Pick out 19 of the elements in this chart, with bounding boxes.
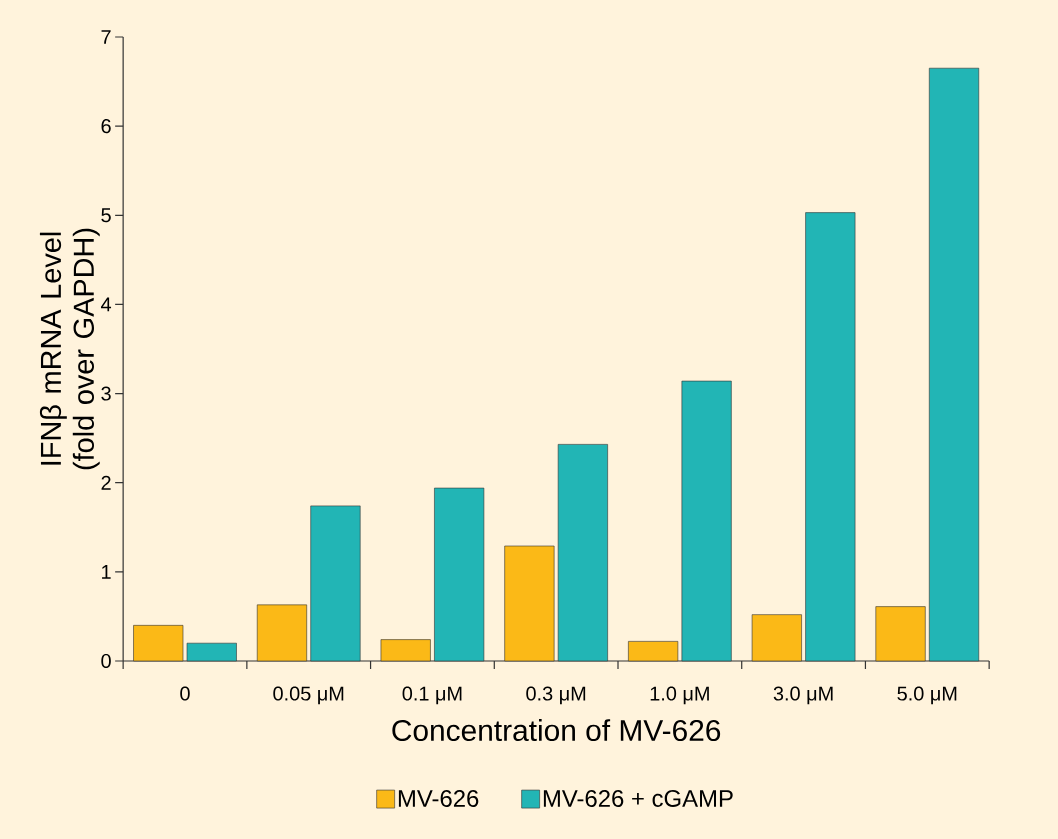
y-tick-label: 2: [101, 475, 111, 490]
legend-label: MV-626 + cGAMP: [543, 789, 733, 807]
y-tick-label: 6: [101, 119, 111, 134]
y-tick-label: 5: [101, 208, 111, 223]
x-tick-label: 0: [180, 686, 190, 701]
y-axis-title: IFNβ mRNA Level (fold over GAPDH): [39, 228, 100, 470]
y-tick-label: 1: [102, 565, 111, 579]
y-tick-label: 7: [101, 30, 111, 44]
x-tick-label: 1.0 μM: [650, 686, 709, 705]
x-tick-label: 0.05 μM: [273, 686, 344, 705]
x-tick-label: 3.0 μM: [773, 686, 833, 705]
legend-label: MV-626: [398, 789, 479, 807]
x-tick-label: 0.3 μM: [526, 686, 586, 705]
x-tick-label: 5.0 μM: [897, 686, 957, 705]
y-tick-label: 3: [101, 386, 111, 401]
y-tick-label: 0: [101, 653, 111, 669]
y-tick-label: 4: [100, 297, 112, 312]
x-tick-label: 0.1 μM: [402, 686, 462, 705]
x-axis-title: Concentration of MV-626: [392, 719, 721, 742]
